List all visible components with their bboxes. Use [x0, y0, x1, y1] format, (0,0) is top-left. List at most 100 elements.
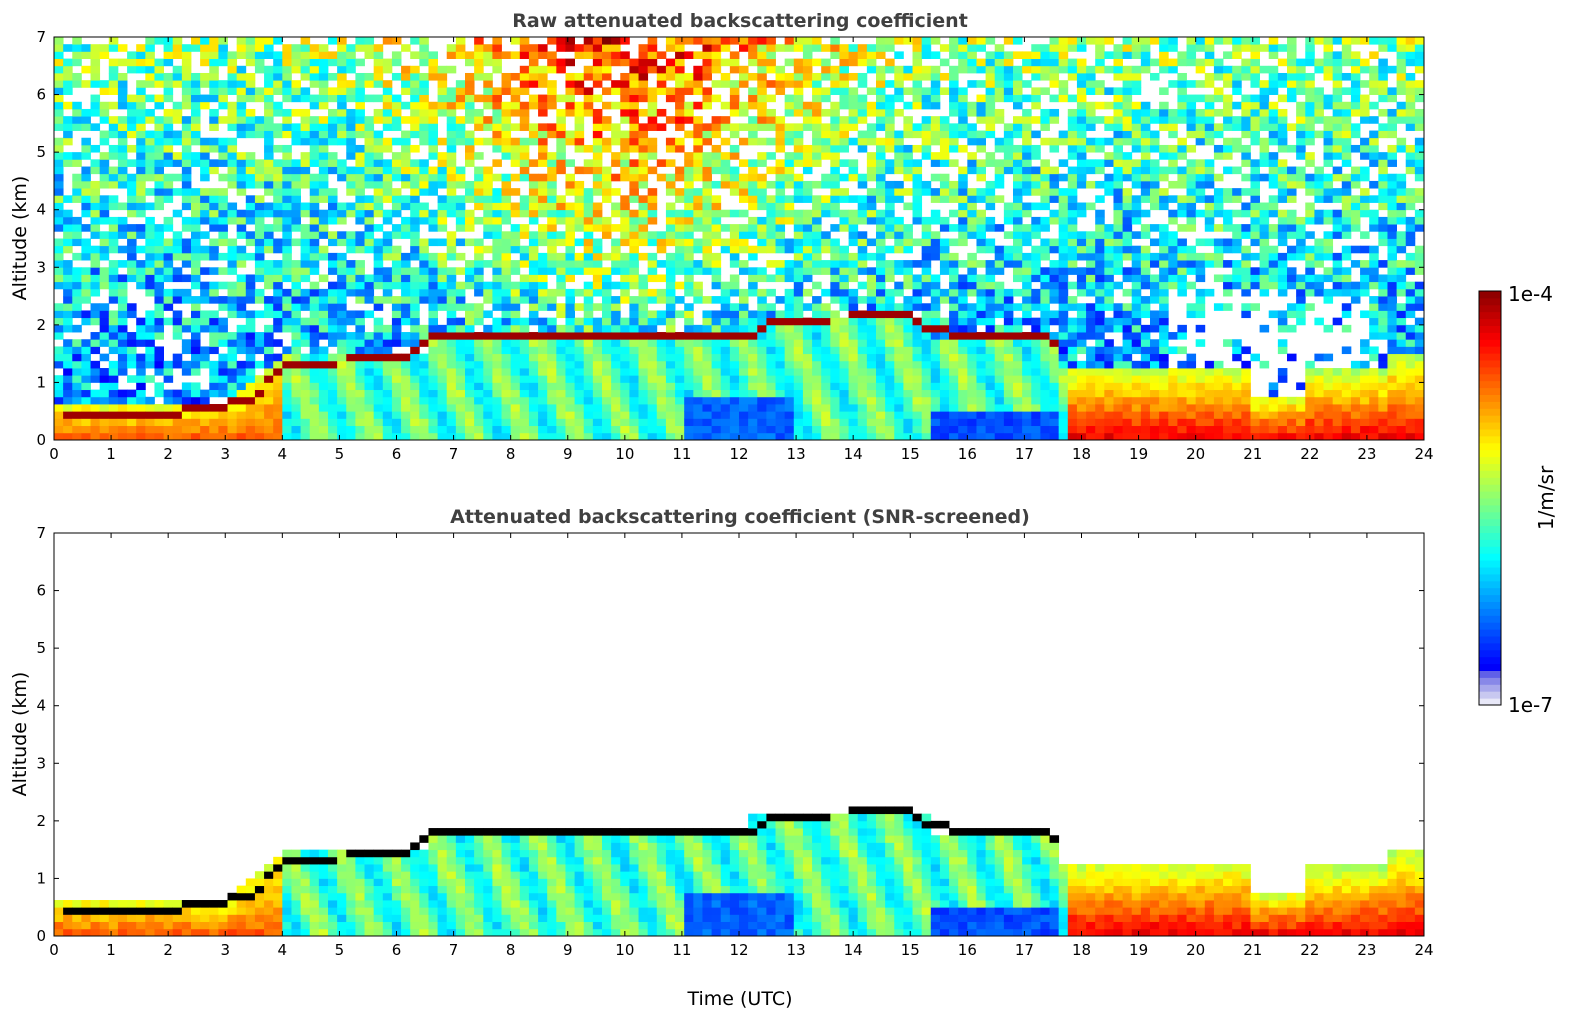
heatmap-cell — [382, 245, 393, 254]
heatmap-cell — [702, 418, 712, 427]
heatmap-cell — [446, 188, 457, 196]
heatmap-cell — [273, 180, 283, 189]
heatmap-cell — [346, 209, 356, 218]
heatmap-cell — [163, 396, 174, 405]
heatmap-cell — [245, 252, 256, 261]
heatmap-cell — [876, 310, 886, 319]
heatmap-cell — [437, 389, 448, 398]
heatmap-cell — [437, 368, 448, 376]
heatmap-cell — [291, 303, 301, 311]
heatmap-cell — [401, 180, 411, 189]
heatmap-cell — [894, 396, 904, 405]
heatmap-cell — [108, 166, 119, 175]
heatmap-cell — [1031, 224, 1041, 232]
heatmap-cell — [665, 296, 676, 304]
heatmap-cell — [474, 188, 484, 196]
heatmap-cell — [528, 360, 539, 369]
heatmap-cell — [802, 324, 813, 333]
heatmap-cell — [510, 317, 521, 326]
heatmap-cell — [921, 375, 932, 383]
heatmap-cell — [684, 173, 694, 182]
heatmap-cell — [410, 332, 420, 340]
heatmap-cell — [181, 137, 192, 146]
heatmap-cell — [1022, 123, 1032, 131]
heatmap-cell — [1022, 137, 1032, 146]
heatmap-cell — [273, 274, 283, 283]
heatmap-cell — [556, 260, 566, 268]
heatmap-cell — [876, 324, 886, 333]
heatmap-cell — [90, 404, 101, 412]
heatmap-cell — [620, 267, 630, 275]
heatmap-cell — [227, 288, 238, 297]
heatmap-cell — [574, 195, 585, 203]
heatmap-cell — [921, 238, 932, 247]
heatmap-cell — [337, 80, 347, 88]
heatmap-cell — [373, 382, 384, 391]
heatmap-cell — [1031, 375, 1041, 383]
heatmap-cell — [885, 411, 895, 419]
heatmap-cell — [181, 389, 192, 398]
heatmap-cell — [538, 267, 548, 275]
heatmap-cell — [519, 137, 530, 146]
heatmap-cell — [127, 418, 137, 427]
heatmap-cell — [54, 432, 64, 441]
heatmap-cell — [136, 404, 146, 412]
heatmap-cell — [921, 231, 932, 239]
heatmap-cell — [949, 425, 959, 434]
heatmap-cell — [556, 310, 566, 319]
heatmap-cell — [410, 296, 420, 304]
heatmap-cell — [949, 195, 959, 203]
heatmap-cell — [839, 389, 849, 398]
heatmap-cell — [145, 396, 155, 405]
heatmap-cell — [437, 94, 448, 103]
heatmap-cell — [154, 37, 164, 45]
heatmap-cell — [273, 382, 283, 391]
heatmap-cell — [254, 245, 265, 254]
heatmap-cell — [620, 80, 630, 88]
heatmap-cell — [410, 375, 420, 383]
heatmap-cell — [611, 80, 621, 88]
heatmap-cell — [739, 310, 749, 319]
heatmap-cell — [784, 382, 795, 391]
heatmap-cell — [839, 404, 849, 412]
heatmap-cell — [145, 267, 155, 275]
heatmap-cell — [647, 166, 658, 175]
heatmap-cell — [985, 238, 996, 247]
heatmap-cell — [437, 339, 448, 347]
heatmap-cell — [665, 332, 676, 340]
heatmap-cell — [273, 65, 283, 74]
heatmap-cell — [410, 180, 420, 189]
heatmap-cell — [821, 360, 831, 369]
heatmap-cell — [145, 130, 155, 139]
heatmap-cell — [172, 310, 183, 319]
heatmap-cell — [693, 72, 703, 81]
heatmap-cell — [821, 108, 831, 117]
heatmap-cell — [519, 245, 530, 254]
heatmap-cell — [592, 288, 603, 297]
heatmap-cell — [538, 303, 548, 311]
heatmap-cell — [739, 195, 749, 203]
heatmap-cell — [1013, 288, 1023, 297]
heatmap-cell — [702, 353, 712, 362]
heatmap-cell — [519, 209, 530, 218]
heatmap-cell — [172, 411, 183, 419]
heatmap-cell — [930, 51, 941, 59]
heatmap-cell — [428, 389, 438, 398]
heatmap-cell — [1003, 288, 1014, 297]
heatmap-cell — [830, 375, 840, 383]
heatmap-cell — [739, 231, 749, 239]
heatmap-cell — [592, 238, 603, 247]
heatmap-cell — [54, 180, 64, 189]
heatmap-cell — [784, 303, 795, 311]
heatmap-cell — [885, 404, 895, 412]
heatmap-cell — [245, 87, 256, 95]
heatmap-cell — [1013, 87, 1023, 95]
heatmap-cell — [474, 260, 484, 268]
heatmap-cell — [958, 332, 968, 340]
heatmap-cell — [309, 123, 320, 131]
heatmap-cell — [620, 159, 630, 167]
heatmap-cell — [373, 324, 384, 333]
heatmap-cell — [90, 267, 101, 275]
heatmap-cell — [117, 101, 128, 110]
heatmap-cell — [346, 396, 356, 405]
